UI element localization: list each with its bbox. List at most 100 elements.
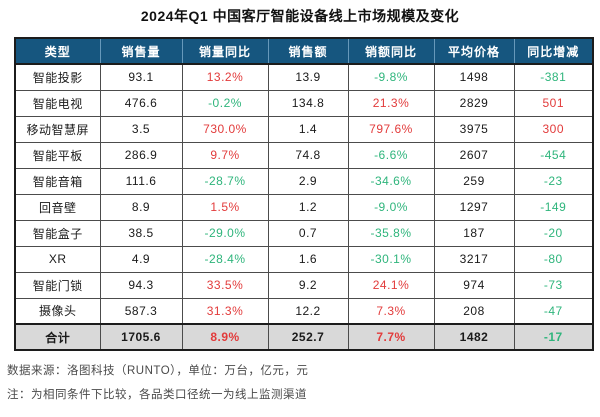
cell-yoy-change: -20 xyxy=(513,219,594,247)
footer-notes: 数据来源：洛图科技（RUNTO），单位：万台，亿元，元 注：为相同条件下比较，各… xyxy=(7,362,600,402)
cell-sales-amount: 1.2 xyxy=(267,193,349,221)
table-row: 智能电视 476.6 -0.2% 134.8 21.3% 2829 501 xyxy=(14,89,594,117)
table-row: 摄像头 587.3 31.3% 12.2 7.3% 208 -47 xyxy=(14,297,594,325)
cell-sales-amount: 252.7 xyxy=(267,323,349,351)
cell-sales-volume: 587.3 xyxy=(99,297,183,325)
cell-amount-yoy: 797.6% xyxy=(347,115,435,143)
cell-type: 智能平板 xyxy=(14,141,101,169)
header-cell-avg-price: 平均价格 xyxy=(434,38,515,65)
table-row: 智能平板 286.9 9.7% 74.8 -6.6% 2607 -454 xyxy=(14,141,594,169)
cell-volume-yoy: -28.4% xyxy=(181,245,269,273)
cell-yoy-change: -454 xyxy=(513,141,594,169)
cell-type: 智能投影 xyxy=(14,63,101,91)
cell-yoy-change: -23 xyxy=(513,167,594,195)
cell-sales-volume: 3.5 xyxy=(99,115,183,143)
cell-type: 智能电视 xyxy=(14,89,101,117)
cell-volume-yoy: -0.2% xyxy=(181,89,269,117)
page-title: 2024年Q1 中国客厅智能设备线上市场规模及变化 xyxy=(140,8,460,24)
cell-amount-yoy: 24.1% xyxy=(347,271,435,299)
cell-type: 智能门锁 xyxy=(14,271,101,299)
cell-avg-price: 1498 xyxy=(433,63,515,91)
cell-avg-price: 3217 xyxy=(433,245,515,273)
cell-yoy-change: -47 xyxy=(513,297,594,325)
cell-sales-amount: 1.6 xyxy=(267,245,349,273)
table-row: 智能音箱 111.6 -28.7% 2.9 -34.6% 259 -23 xyxy=(14,167,594,195)
cell-amount-yoy: -34.6% xyxy=(347,167,435,195)
cell-type: 智能音箱 xyxy=(14,167,101,195)
cell-sales-amount: 134.8 xyxy=(267,89,349,117)
cell-yoy-change: -80 xyxy=(513,245,594,273)
table-row: XR 4.9 -28.4% 1.6 -30.1% 3217 -80 xyxy=(14,245,594,273)
cell-type: XR xyxy=(14,245,101,273)
table-row: 智能盒子 38.5 -29.0% 0.7 -35.8% 187 -20 xyxy=(14,219,594,247)
cell-amount-yoy: -35.8% xyxy=(347,219,435,247)
cell-sales-amount: 2.9 xyxy=(267,167,349,195)
cell-yoy-change: -73 xyxy=(513,271,594,299)
cell-amount-yoy: 21.3% xyxy=(347,89,435,117)
cell-volume-yoy: -28.7% xyxy=(181,167,269,195)
cell-sales-volume: 111.6 xyxy=(99,167,183,195)
cell-sales-volume: 476.6 xyxy=(99,89,183,117)
market-data-table: 类型 销售量 销量同比 销售额 销额同比 平均价格 同比增减 智能投影 93.1… xyxy=(14,37,594,351)
cell-volume-yoy: -29.0% xyxy=(181,219,269,247)
cell-type: 合计 xyxy=(14,323,101,351)
cell-volume-yoy: 1.5% xyxy=(181,193,269,221)
cell-volume-yoy: 9.7% xyxy=(181,141,269,169)
table-row: 回音壁 8.9 1.5% 1.2 -9.0% 1297 -149 xyxy=(14,193,594,221)
cell-avg-price: 2829 xyxy=(433,89,515,117)
header-cell-yoy-change: 同比增减 xyxy=(514,38,593,65)
cell-sales-amount: 13.9 xyxy=(267,63,349,91)
cell-avg-price: 1482 xyxy=(433,323,515,351)
cell-avg-price: 3975 xyxy=(433,115,515,143)
cell-type: 摄像头 xyxy=(14,297,101,325)
cell-avg-price: 208 xyxy=(433,297,515,325)
cell-sales-amount: 1.4 xyxy=(267,115,349,143)
cell-avg-price: 259 xyxy=(433,167,515,195)
cell-sales-amount: 74.8 xyxy=(267,141,349,169)
table-row: 移动智慧屏 3.5 730.0% 1.4 797.6% 3975 300 xyxy=(14,115,594,143)
cell-sales-volume: 8.9 xyxy=(99,193,183,221)
cell-sales-volume: 286.9 xyxy=(99,141,183,169)
cell-yoy-change: -17 xyxy=(513,323,594,351)
cell-volume-yoy: 730.0% xyxy=(181,115,269,143)
header-cell-volume-yoy: 销量同比 xyxy=(182,38,269,65)
cell-sales-volume: 1705.6 xyxy=(99,323,183,351)
cell-volume-yoy: 33.5% xyxy=(181,271,269,299)
cell-sales-amount: 9.2 xyxy=(267,271,349,299)
header-cell-sales-volume: 销售量 xyxy=(100,38,183,65)
cell-avg-price: 974 xyxy=(433,271,515,299)
cell-avg-price: 2607 xyxy=(433,141,515,169)
header-cell-sales-amount: 销售额 xyxy=(268,38,349,65)
cell-yoy-change: -149 xyxy=(513,193,594,221)
cell-type: 智能盒子 xyxy=(14,219,101,247)
cell-volume-yoy: 31.3% xyxy=(181,297,269,325)
cell-amount-yoy: 7.7% xyxy=(347,323,435,351)
cell-type: 移动智慧屏 xyxy=(14,115,101,143)
cell-sales-amount: 0.7 xyxy=(267,219,349,247)
table-header-row: 类型 销售量 销量同比 销售额 销额同比 平均价格 同比增减 xyxy=(15,38,593,65)
cell-volume-yoy: 13.2% xyxy=(181,63,269,91)
cell-yoy-change: 300 xyxy=(513,115,594,143)
cell-amount-yoy: -6.6% xyxy=(347,141,435,169)
cell-amount-yoy: -9.8% xyxy=(347,63,435,91)
cell-amount-yoy: -30.1% xyxy=(347,245,435,273)
cell-amount-yoy: 7.3% xyxy=(347,297,435,325)
table-total-row: 合计 1705.6 8.9% 252.7 7.7% 1482 -17 xyxy=(14,323,594,351)
cell-sales-volume: 94.3 xyxy=(99,271,183,299)
cell-amount-yoy: -9.0% xyxy=(347,193,435,221)
table-row: 智能门锁 94.3 33.5% 9.2 24.1% 974 -73 xyxy=(14,271,594,299)
cell-sales-volume: 4.9 xyxy=(99,245,183,273)
cell-type: 回音壁 xyxy=(14,193,101,221)
cell-avg-price: 187 xyxy=(433,219,515,247)
cell-avg-price: 1297 xyxy=(433,193,515,221)
header-cell-type: 类型 xyxy=(15,38,101,65)
cell-yoy-change: 501 xyxy=(513,89,594,117)
cell-sales-volume: 38.5 xyxy=(99,219,183,247)
cell-yoy-change: -381 xyxy=(513,63,594,91)
cell-sales-volume: 93.1 xyxy=(99,63,183,91)
cell-sales-amount: 12.2 xyxy=(267,297,349,325)
cell-volume-yoy: 8.9% xyxy=(181,323,269,351)
table-row: 智能投影 93.1 13.2% 13.9 -9.8% 1498 -381 xyxy=(14,63,594,91)
data-source-note: 数据来源：洛图科技（RUNTO），单位：万台，亿元，元 xyxy=(7,365,309,377)
